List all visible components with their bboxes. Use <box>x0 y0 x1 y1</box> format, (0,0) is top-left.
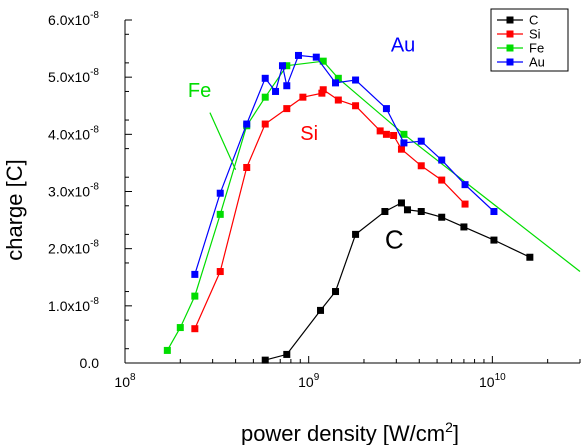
data-point-c <box>526 253 534 261</box>
data-point-c <box>352 230 360 238</box>
data-point-fe <box>283 62 291 70</box>
data-point-au <box>438 156 446 164</box>
data-point-c <box>381 208 389 216</box>
data-point-si <box>390 131 398 139</box>
series-line-fe <box>166 60 581 351</box>
data-point-si <box>216 268 224 276</box>
legend-swatch-marker <box>506 30 514 38</box>
data-point-si <box>191 325 199 333</box>
series-c <box>261 199 534 364</box>
data-point-si <box>352 102 360 110</box>
legend-label: Fe <box>529 41 544 56</box>
legend-label: Au <box>529 55 545 70</box>
data-point-au <box>382 105 390 113</box>
x-tick-label: 108 <box>114 372 136 390</box>
data-point-c <box>460 223 468 231</box>
data-point-au <box>400 139 408 147</box>
x-tick-label: 109 <box>298 372 320 390</box>
data-point-au <box>272 87 280 95</box>
data-point-si <box>438 176 446 184</box>
data-point-c <box>283 350 291 358</box>
annotation-layer: Au Fe Si C <box>188 34 415 254</box>
legend-item-c: C <box>497 13 538 28</box>
data-point-au <box>278 62 286 70</box>
y-tick-label: 2.0x10-8 <box>48 239 99 257</box>
annotation-au: Au <box>391 34 415 56</box>
data-point-c <box>332 288 340 296</box>
y-axis-title: charge [C] <box>2 159 27 261</box>
data-point-fe <box>176 324 184 332</box>
data-point-au <box>191 270 199 278</box>
legend-label: C <box>529 13 538 28</box>
data-point-au <box>243 120 251 128</box>
y-tick-label: 4.0x10-8 <box>48 124 99 142</box>
data-point-si <box>382 130 390 138</box>
data-point-fe <box>216 210 224 218</box>
data-point-au <box>417 137 425 145</box>
data-point-fe <box>319 57 327 65</box>
data-point-au <box>312 53 320 61</box>
data-point-c <box>438 213 446 221</box>
data-point-c <box>417 208 425 216</box>
y-ticks: 0.0 1.0x10-8 2.0x10-8 3.0x10-8 4.0x10-8 5.0x1… <box>48 10 132 371</box>
series-si <box>191 86 469 333</box>
data-point-si <box>397 145 405 153</box>
data-point-si <box>261 120 269 128</box>
data-point-si <box>283 105 291 113</box>
legend-item-au: Au <box>497 55 545 70</box>
legend-box <box>490 8 569 72</box>
annotation-si: Si <box>300 123 318 145</box>
data-point-si <box>334 96 342 104</box>
data-point-c <box>403 206 411 214</box>
data-point-au <box>294 51 302 59</box>
y-tick-label: 1.0x10-8 <box>48 296 99 314</box>
y-tick-label: 3.0x10-8 <box>48 182 99 200</box>
data-point-au <box>261 74 269 82</box>
fe-pointer-line <box>209 112 237 171</box>
legend-swatch-marker <box>506 44 514 52</box>
data-point-fe <box>163 346 171 354</box>
legend-label: Si <box>529 27 541 42</box>
annotation-c: C <box>385 225 404 255</box>
data-point-c <box>317 306 325 314</box>
annotation-fe: Fe <box>188 80 211 102</box>
data-point-c <box>490 236 498 244</box>
legend-item-si: Si <box>497 27 541 42</box>
x-axis-title: power density [W/cm2] <box>241 419 459 445</box>
data-point-au <box>216 189 224 197</box>
data-point-si <box>243 163 251 171</box>
y-tick-label: 5.0x10-8 <box>48 67 99 85</box>
data-point-si <box>461 200 469 208</box>
legend-swatch-marker <box>506 16 514 24</box>
data-point-si <box>299 93 307 101</box>
series-layer <box>163 51 581 364</box>
data-point-au <box>332 79 340 87</box>
data-point-fe <box>191 292 199 300</box>
y-tick-label: 0.0 <box>80 355 100 371</box>
data-point-fe <box>261 93 269 101</box>
series-fe <box>163 57 581 354</box>
series-au <box>191 51 498 278</box>
data-point-c <box>261 356 269 364</box>
data-point-si <box>417 162 425 170</box>
data-point-au <box>283 82 291 90</box>
x-tick-label: 1010 <box>479 372 506 390</box>
data-point-si <box>319 86 327 94</box>
x-ticks: 108 109 1010 <box>114 356 581 390</box>
data-point-fe <box>334 74 342 82</box>
data-point-au <box>352 76 360 84</box>
data-point-au <box>490 208 498 216</box>
data-point-si <box>376 127 384 135</box>
legend-item-fe: Fe <box>497 41 544 56</box>
legend-swatch-marker <box>506 58 514 66</box>
data-point-fe <box>400 130 408 138</box>
data-point-c <box>397 199 405 207</box>
series-line-au <box>194 54 495 275</box>
data-point-au <box>461 181 469 189</box>
y-tick-label: 6.0x10-8 <box>48 10 99 28</box>
